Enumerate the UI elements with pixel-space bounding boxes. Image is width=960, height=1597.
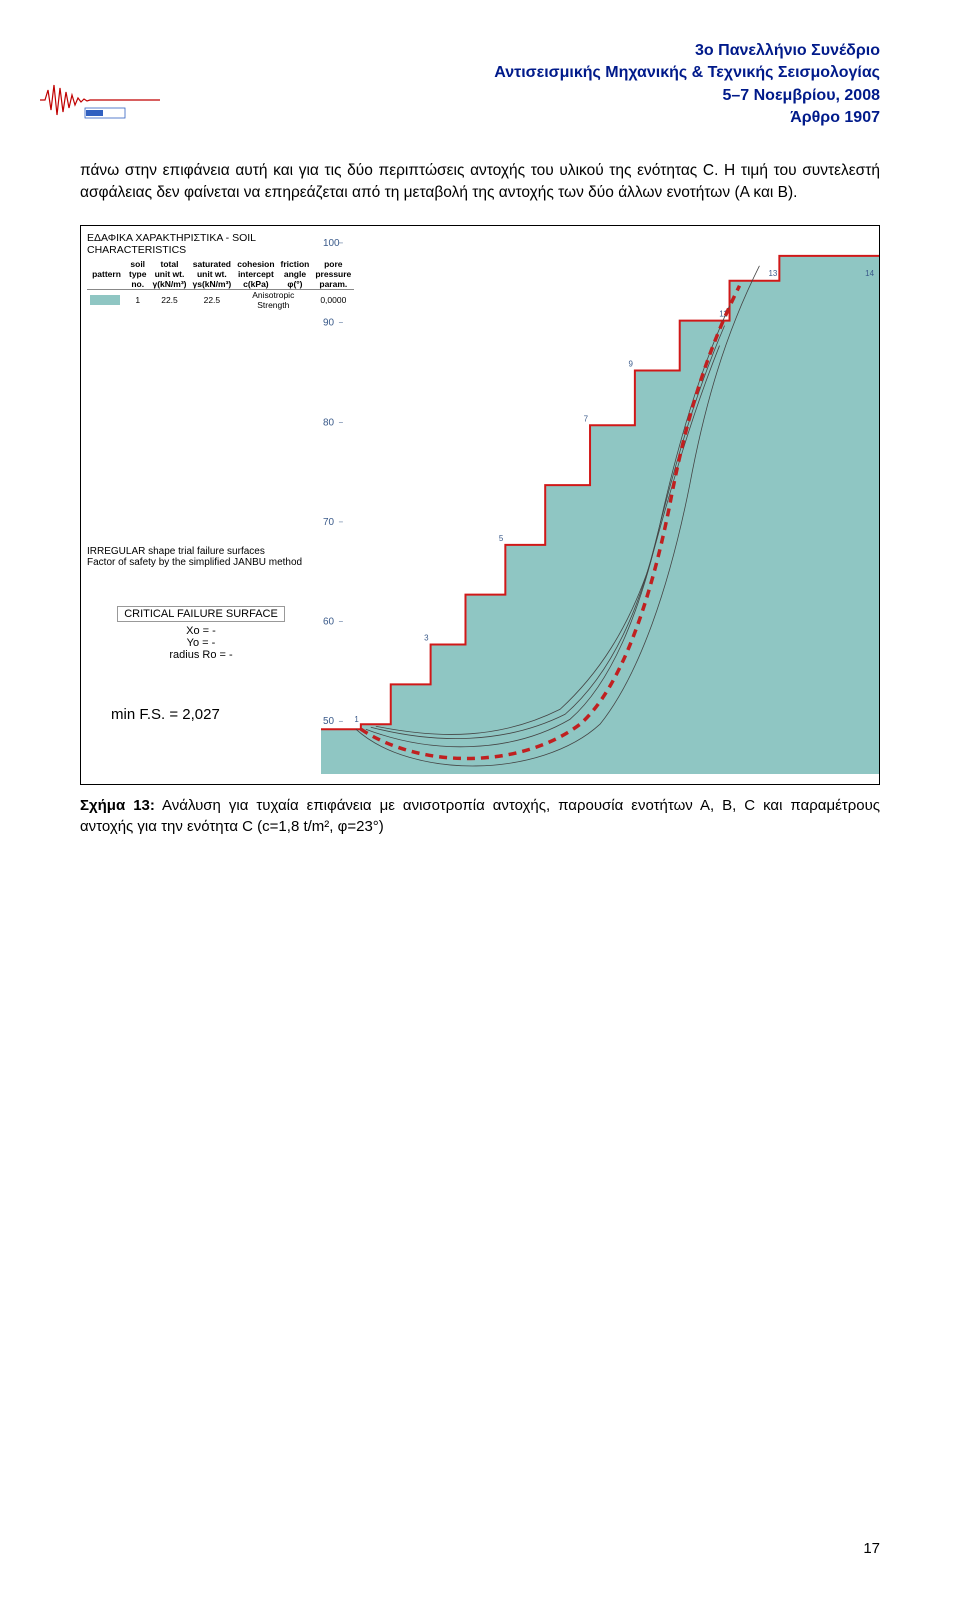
header-line-3: 5–7 Νοεμβρίου, 2008 — [80, 85, 880, 107]
panel-title: ΕΔΑΦΙΚΑ ΧΑΡΑΚΤΗΡΙΣΤΙΚΑ - SOIL CHARACTERI… — [87, 232, 315, 256]
svg-text:50: 50 — [323, 716, 335, 727]
slope-chart: 5060708090100 13579111314 — [321, 226, 879, 784]
caption-prefix: Σχήμα 13: — [80, 797, 155, 814]
caption-text: Ανάλυση για τυχαία επιφάνεια με ανισοτρο… — [80, 797, 880, 836]
svg-text:80: 80 — [323, 417, 335, 428]
svg-text:5: 5 — [499, 533, 504, 542]
page: 3ο Πανελλήνιο Συνέδριο Αντισεισμικής Μηχ… — [0, 0, 960, 1597]
header-line-4: Άρθρο 1907 — [80, 107, 880, 129]
svg-text:14: 14 — [865, 268, 874, 277]
page-number: 17 — [863, 1540, 880, 1557]
figure-caption: Σχήμα 13: Ανάλυση για τυχαία επιφάνεια μ… — [80, 795, 880, 839]
svg-text:3: 3 — [424, 633, 429, 642]
svg-text:70: 70 — [323, 516, 335, 527]
figure-13: ΕΔΑΦΙΚΑ ΧΑΡΑΚΤΗΡΙΣΤΙΚΑ - SOIL CHARACTERI… — [80, 225, 880, 785]
soil-table: soiltotalsaturatedcohesionfrictionpore p… — [87, 259, 354, 310]
svg-text:13: 13 — [768, 268, 777, 277]
svg-text:60: 60 — [323, 616, 335, 627]
svg-text:7: 7 — [584, 414, 589, 423]
seismograph-logo — [40, 80, 160, 120]
header-line-1: 3ο Πανελλήνιο Συνέδριο — [80, 40, 880, 62]
soil-characteristics-panel: ΕΔΑΦΙΚΑ ΧΑΡΑΚΤΗΡΙΣΤΙΚΑ - SOIL CHARACTERI… — [81, 226, 321, 784]
paragraph-1: πάνω στην επιφάνεια αυτή και για τις δύο… — [80, 160, 880, 205]
svg-text:100: 100 — [323, 237, 340, 248]
svg-text:1: 1 — [354, 715, 359, 724]
header-line-2: Αντισεισμικής Μηχανικής & Τεχνικής Σεισμ… — [80, 62, 880, 84]
svg-text:9: 9 — [628, 359, 633, 368]
svg-text:90: 90 — [323, 317, 335, 328]
page-header: 3ο Πανελλήνιο Συνέδριο Αντισεισμικής Μηχ… — [80, 40, 880, 130]
